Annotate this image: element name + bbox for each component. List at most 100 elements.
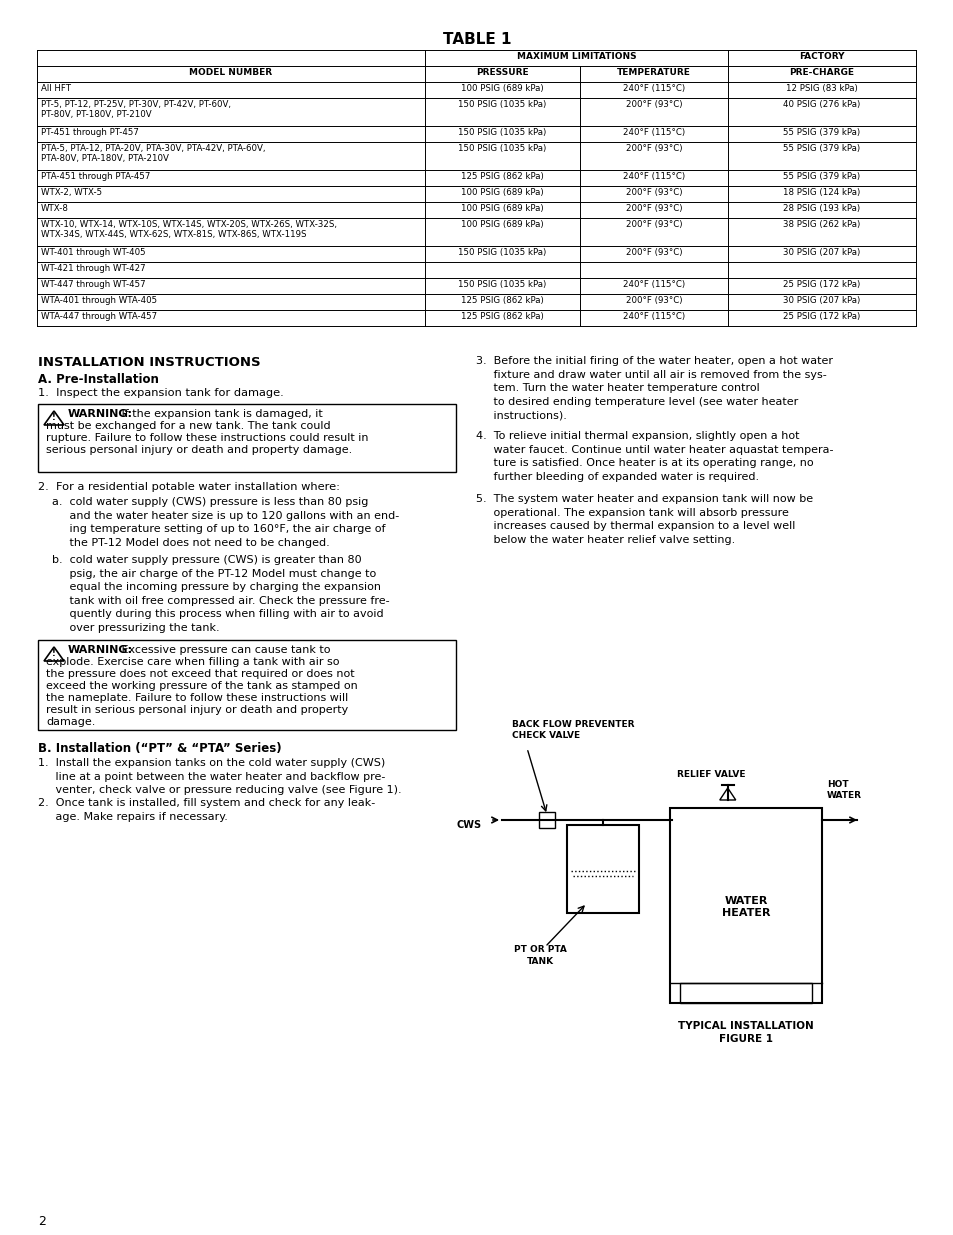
Text: TEMPERATURE: TEMPERATURE: [617, 68, 690, 77]
Text: PT-5, PT-12, PT-25V, PT-30V, PT-42V, PT-60V,
PT-80V, PT-180V, PT-210V: PT-5, PT-12, PT-25V, PT-30V, PT-42V, PT-…: [41, 100, 231, 120]
Text: result in serious personal injury or death and property: result in serious personal injury or dea…: [46, 705, 348, 715]
Text: the pressure does not exceed that required or does not: the pressure does not exceed that requir…: [46, 669, 355, 679]
Text: FACTORY: FACTORY: [799, 52, 843, 61]
Text: WARNING:: WARNING:: [68, 645, 132, 655]
Text: 100 PSIG (689 kPa): 100 PSIG (689 kPa): [460, 84, 543, 93]
Bar: [566, 825, 639, 913]
Text: 200°F (93°C): 200°F (93°C): [625, 100, 681, 109]
Text: 38 PSIG (262 kPa): 38 PSIG (262 kPa): [782, 220, 860, 228]
Text: 240°F (115°C): 240°F (115°C): [622, 312, 684, 321]
Text: 55 PSIG (379 kPa): 55 PSIG (379 kPa): [782, 172, 860, 182]
Text: 150 PSIG (1035 kPa): 150 PSIG (1035 kPa): [457, 280, 546, 289]
Text: 200°F (93°C): 200°F (93°C): [625, 144, 681, 153]
Text: rupture. Failure to follow these instructions could result in: rupture. Failure to follow these instruc…: [46, 433, 368, 443]
Text: 25 PSIG (172 kPa): 25 PSIG (172 kPa): [782, 280, 860, 289]
Text: PRESSURE: PRESSURE: [476, 68, 528, 77]
Text: PT OR PTA: PT OR PTA: [513, 945, 566, 953]
Text: 12 PSIG (83 kPa): 12 PSIG (83 kPa): [785, 84, 857, 93]
Text: 100 PSIG (689 kPa): 100 PSIG (689 kPa): [460, 220, 543, 228]
Text: !: !: [52, 414, 56, 422]
Text: TANK: TANK: [526, 957, 553, 966]
Text: b.  cold water supply pressure (CWS) is greater than 80
     psig, the air charg: b. cold water supply pressure (CWS) is g…: [52, 555, 389, 634]
Text: B. Installation (“PT” & “PTA” Series): B. Installation (“PT” & “PTA” Series): [38, 742, 281, 755]
Text: HEATER: HEATER: [721, 909, 769, 919]
Text: 200°F (93°C): 200°F (93°C): [625, 248, 681, 257]
Bar: [679, 983, 811, 1003]
Text: BACK FLOW PREVENTER: BACK FLOW PREVENTER: [512, 720, 634, 729]
Text: the nameplate. Failure to follow these instructions will: the nameplate. Failure to follow these i…: [46, 693, 348, 703]
Text: 25 PSIG (172 kPa): 25 PSIG (172 kPa): [782, 312, 860, 321]
Text: 5.  The system water heater and expansion tank will now be
     operational. The: 5. The system water heater and expansion…: [476, 494, 812, 545]
Text: 28 PSIG (193 kPa): 28 PSIG (193 kPa): [782, 204, 860, 212]
Text: 125 PSIG (862 kPa): 125 PSIG (862 kPa): [460, 312, 543, 321]
Text: 2.  For a residential potable water installation where:: 2. For a residential potable water insta…: [38, 482, 339, 492]
Text: 150 PSIG (1035 kPa): 150 PSIG (1035 kPa): [457, 128, 546, 137]
Text: explode. Exercise care when filling a tank with air so: explode. Exercise care when filling a ta…: [46, 657, 339, 667]
Text: 240°F (115°C): 240°F (115°C): [622, 172, 684, 182]
Text: 1.  Inspect the expansion tank for damage.: 1. Inspect the expansion tank for damage…: [38, 388, 283, 398]
Text: 30 PSIG (207 kPa): 30 PSIG (207 kPa): [782, 248, 860, 257]
Text: A. Pre-Installation: A. Pre-Installation: [38, 373, 159, 387]
Text: HOT: HOT: [826, 781, 848, 789]
Text: RELIEF VALVE: RELIEF VALVE: [677, 769, 744, 779]
Text: serious personal injury or death and property damage.: serious personal injury or death and pro…: [46, 445, 352, 454]
Text: 1.  Install the expansion tanks on the cold water supply (CWS)
     line at a po: 1. Install the expansion tanks on the co…: [38, 758, 401, 795]
Text: 240°F (115°C): 240°F (115°C): [622, 280, 684, 289]
Text: 150 PSIG (1035 kPa): 150 PSIG (1035 kPa): [457, 144, 546, 153]
Text: 200°F (93°C): 200°F (93°C): [625, 204, 681, 212]
Text: 125 PSIG (862 kPa): 125 PSIG (862 kPa): [460, 296, 543, 305]
Text: 240°F (115°C): 240°F (115°C): [622, 84, 684, 93]
Bar: [538, 811, 555, 827]
Text: All HFT: All HFT: [41, 84, 71, 93]
Bar: [669, 808, 821, 1003]
Bar: [38, 640, 456, 730]
Text: WARNING:: WARNING:: [68, 409, 132, 419]
Text: 55 PSIG (379 kPa): 55 PSIG (379 kPa): [782, 144, 860, 153]
Text: 200°F (93°C): 200°F (93°C): [625, 296, 681, 305]
Text: WTX-2, WTX-5: WTX-2, WTX-5: [41, 188, 102, 198]
Text: WT-421 through WT-427: WT-421 through WT-427: [41, 264, 146, 273]
Text: 150 PSIG (1035 kPa): 150 PSIG (1035 kPa): [457, 100, 546, 109]
Text: exceed the working pressure of the tank as stamped on: exceed the working pressure of the tank …: [46, 680, 357, 692]
Text: 2: 2: [38, 1215, 46, 1228]
Text: INSTALLATION INSTRUCTIONS: INSTALLATION INSTRUCTIONS: [38, 356, 260, 369]
Text: Excessive pressure can cause tank to: Excessive pressure can cause tank to: [118, 645, 330, 655]
Text: WTA-447 through WTA-457: WTA-447 through WTA-457: [41, 312, 157, 321]
Text: 125 PSIG (862 kPa): 125 PSIG (862 kPa): [460, 172, 543, 182]
Text: 200°F (93°C): 200°F (93°C): [625, 188, 681, 198]
Text: 3.  Before the initial firing of the water heater, open a hot water
     fixture: 3. Before the initial firing of the wate…: [476, 356, 832, 420]
Text: FIGURE 1: FIGURE 1: [719, 1034, 772, 1044]
Text: CHECK VALVE: CHECK VALVE: [512, 731, 579, 740]
Text: WT-447 through WT-457: WT-447 through WT-457: [41, 280, 146, 289]
Text: a.  cold water supply (CWS) pressure is less than 80 psig
     and the water hea: a. cold water supply (CWS) pressure is l…: [52, 496, 399, 548]
Text: damage.: damage.: [46, 718, 95, 727]
Text: 55 PSIG (379 kPa): 55 PSIG (379 kPa): [782, 128, 860, 137]
Text: MODEL NUMBER: MODEL NUMBER: [190, 68, 273, 77]
Text: 240°F (115°C): 240°F (115°C): [622, 128, 684, 137]
Text: 30 PSIG (207 kPa): 30 PSIG (207 kPa): [782, 296, 860, 305]
Text: TYPICAL INSTALLATION: TYPICAL INSTALLATION: [678, 1021, 813, 1031]
Text: 100 PSIG (689 kPa): 100 PSIG (689 kPa): [460, 204, 543, 212]
Text: 200°F (93°C): 200°F (93°C): [625, 220, 681, 228]
Text: 18 PSIG (124 kPa): 18 PSIG (124 kPa): [782, 188, 860, 198]
Text: WTA-401 through WTA-405: WTA-401 through WTA-405: [41, 296, 157, 305]
Text: WTX-8: WTX-8: [41, 204, 69, 212]
Text: PTA-5, PTA-12, PTA-20V, PTA-30V, PTA-42V, PTA-60V,
PTA-80V, PTA-180V, PTA-210V: PTA-5, PTA-12, PTA-20V, PTA-30V, PTA-42V…: [41, 144, 265, 163]
Text: PT-451 through PT-457: PT-451 through PT-457: [41, 128, 139, 137]
Text: WATER: WATER: [826, 790, 862, 800]
Text: CWS: CWS: [456, 820, 481, 830]
Text: TABLE 1: TABLE 1: [442, 32, 511, 47]
Text: 4.  To relieve initial thermal expansion, slightly open a hot
     water faucet.: 4. To relieve initial thermal expansion,…: [476, 431, 833, 482]
Text: WATER: WATER: [723, 895, 767, 905]
Bar: [38, 404, 456, 472]
Text: 150 PSIG (1035 kPa): 150 PSIG (1035 kPa): [457, 248, 546, 257]
Text: WTX-10, WTX-14, WTX-10S, WTX-14S, WTX-20S, WTX-26S, WTX-32S,
WTX-34S, WTX-44S, W: WTX-10, WTX-14, WTX-10S, WTX-14S, WTX-20…: [41, 220, 336, 240]
Text: PRE-CHARGE: PRE-CHARGE: [789, 68, 854, 77]
Text: PTA-451 through PTA-457: PTA-451 through PTA-457: [41, 172, 151, 182]
Text: !: !: [52, 650, 56, 658]
Text: 100 PSIG (689 kPa): 100 PSIG (689 kPa): [460, 188, 543, 198]
Text: 2.  Once tank is installed, fill system and check for any leak-
     age. Make r: 2. Once tank is installed, fill system a…: [38, 798, 375, 821]
Text: must be exchanged for a new tank. The tank could: must be exchanged for a new tank. The ta…: [46, 421, 331, 431]
Text: MAXIMUM LIMITATIONS: MAXIMUM LIMITATIONS: [517, 52, 636, 61]
Text: 40 PSIG (276 kPa): 40 PSIG (276 kPa): [782, 100, 860, 109]
